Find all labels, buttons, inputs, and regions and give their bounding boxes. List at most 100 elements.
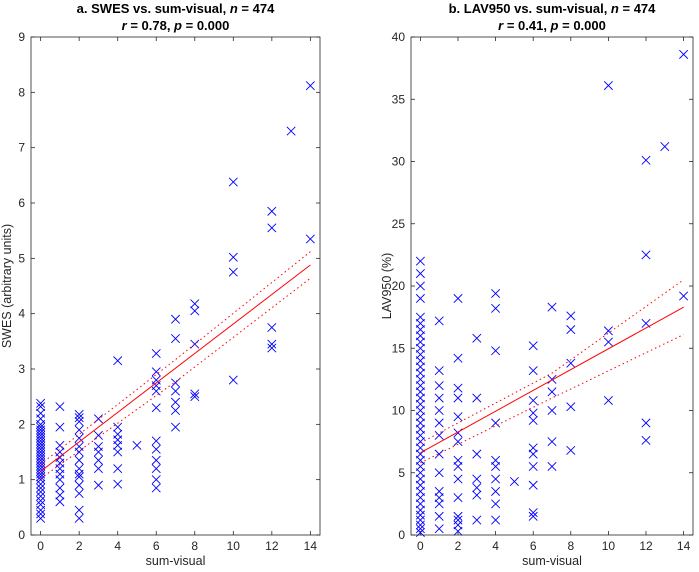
scatter-point xyxy=(566,311,576,321)
x-tick-label: 14 xyxy=(677,539,691,553)
regression-line xyxy=(40,264,311,472)
scatter-point xyxy=(228,177,238,187)
markers xyxy=(415,49,689,538)
scatter-point xyxy=(434,366,444,376)
scatter-point xyxy=(170,405,181,416)
scatter-point xyxy=(434,393,444,403)
confidence-upper-line xyxy=(420,279,684,444)
scatter-point xyxy=(453,455,463,465)
scatter-point xyxy=(170,314,181,324)
scatter-point xyxy=(132,440,142,450)
scatter-point xyxy=(93,430,103,440)
scatter-point xyxy=(679,49,689,59)
scatter-point xyxy=(36,500,46,510)
title-n: n xyxy=(230,1,238,16)
y-tick-label: 30 xyxy=(392,155,406,169)
x-tick-label: 2 xyxy=(455,539,462,553)
scatter-point xyxy=(434,316,444,326)
scatter-point xyxy=(434,524,444,534)
x-tick-label: 2 xyxy=(76,539,83,553)
scatter-point xyxy=(434,381,444,391)
scatter-point xyxy=(36,408,46,418)
scatter-point xyxy=(36,509,46,519)
scatter-point xyxy=(151,436,161,446)
scatter-point xyxy=(74,480,84,490)
scatter-point xyxy=(74,488,84,499)
scatter-point xyxy=(641,250,651,260)
x-tick-label: 0 xyxy=(37,539,44,553)
x-tick-labels: 0 2 4 6 8 10 12 14 xyxy=(37,539,317,553)
scatter-point xyxy=(113,464,123,474)
scatter-point xyxy=(151,475,161,485)
subtitle-r: r xyxy=(122,18,128,33)
scatter-point xyxy=(434,486,444,496)
chart-subtitle: r = 0.78, p = 0.000 xyxy=(122,18,230,33)
scatter-point xyxy=(566,445,576,455)
regression-line xyxy=(420,306,684,454)
scatter-point xyxy=(151,455,161,465)
scatter-point xyxy=(113,356,123,366)
scatter-point xyxy=(36,487,46,497)
x-axis-label: sum-visual xyxy=(146,554,206,568)
chart-panel-b: b. LAV950 vs. sum-visual, n = 474 r = 0.… xyxy=(380,1,694,568)
scatter-point xyxy=(228,267,238,277)
y-tick-label: 40 xyxy=(392,30,406,44)
x-tick-label: 6 xyxy=(530,539,537,553)
scatter-point xyxy=(55,497,65,507)
scatter-point xyxy=(151,367,161,377)
scatter-point xyxy=(190,392,200,402)
scatter-point xyxy=(151,375,161,385)
title-part-1: b. LAV950 vs. sum-visual, xyxy=(449,1,611,16)
scatter-point xyxy=(74,409,84,419)
scatter-point xyxy=(228,375,238,385)
scatter-point xyxy=(55,422,65,432)
scatter-point xyxy=(453,437,463,447)
scatter-point xyxy=(491,499,501,509)
subtitle-part-4: = 0.000 xyxy=(182,18,229,33)
scatter-point xyxy=(453,493,463,503)
scatter-point xyxy=(453,383,463,393)
scatter-point xyxy=(113,479,123,489)
x-tick-label: 6 xyxy=(153,539,160,553)
scatter-point xyxy=(547,387,557,397)
y-axis-label: LAV950 (%) xyxy=(380,253,394,319)
scatter-point xyxy=(170,397,181,407)
y-tick-label: 6 xyxy=(18,196,25,210)
y-tick-label: 2 xyxy=(18,417,25,431)
scatter-point xyxy=(603,326,613,336)
fit-lines xyxy=(40,251,311,479)
scatter-point xyxy=(55,483,65,493)
x-tick-labels: 0 2 4 6 8 10 12 14 xyxy=(417,539,691,553)
scatter-point xyxy=(415,269,425,279)
x-axis-label: sum-visual xyxy=(522,554,582,568)
axes-box xyxy=(410,36,694,536)
scatter-point xyxy=(151,403,161,413)
scatter-point xyxy=(472,515,482,525)
axes-box xyxy=(30,36,321,536)
scatter-point xyxy=(170,422,181,432)
scatter-point xyxy=(566,358,576,368)
scatter-point xyxy=(491,418,501,428)
scatter-point xyxy=(170,334,181,344)
scatter-point xyxy=(74,472,84,482)
scatter-point xyxy=(491,515,501,525)
scatter-point xyxy=(660,142,670,152)
scatter-point xyxy=(113,429,123,439)
chart-title: a. SWES vs. sum-visual, n = 474 xyxy=(77,1,275,16)
chart-title: b. LAV950 vs. sum-visual, n = 474 xyxy=(449,1,657,16)
scatter-point xyxy=(472,393,482,403)
scatter-point xyxy=(472,490,482,500)
y-tick-label: 3 xyxy=(18,362,25,376)
scatter-point xyxy=(305,234,315,244)
scatter-point xyxy=(491,288,501,298)
y-tick-label: 7 xyxy=(18,141,25,155)
scatter-point xyxy=(113,422,123,432)
scatter-point xyxy=(151,348,161,359)
scatter-point xyxy=(415,256,425,266)
scatter-point xyxy=(74,425,84,435)
scatter-point xyxy=(453,353,463,363)
scatter-point xyxy=(491,486,501,496)
scatter-point xyxy=(55,490,65,500)
scatter-point xyxy=(36,398,46,408)
